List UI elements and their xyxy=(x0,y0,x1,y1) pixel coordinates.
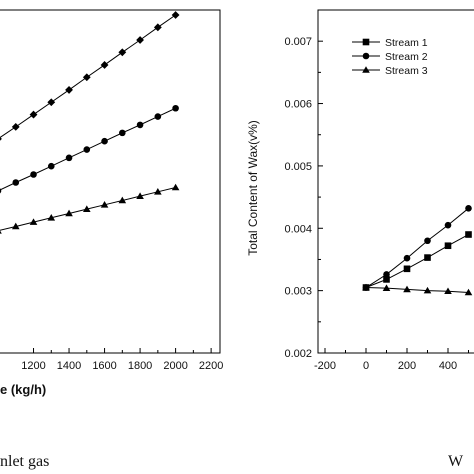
right-series-line xyxy=(365,287,469,294)
left-data-point xyxy=(47,98,56,107)
right-x-tick-label: 0 xyxy=(363,360,369,372)
right-y-tick-label: 0.006 xyxy=(284,99,312,111)
right-data-point xyxy=(424,254,431,261)
left-data-point xyxy=(136,121,144,129)
right-data-point xyxy=(362,283,370,291)
right-y-tick-label: 0.002 xyxy=(284,348,312,360)
left-data-point xyxy=(153,23,162,32)
left-data-point xyxy=(12,179,20,186)
left-data-point xyxy=(30,171,37,178)
left-x-tick-label: 1200 xyxy=(21,360,45,372)
right-data-point xyxy=(403,254,411,262)
right-x-ticks: -200 0 200 400 xyxy=(314,348,469,372)
left-x-tick-label: 2200 xyxy=(199,360,223,372)
right-x-tick-label: 200 xyxy=(398,360,416,372)
legend-entry: Stream 1 xyxy=(352,37,428,49)
left-data-point xyxy=(100,61,109,69)
right-data-point xyxy=(444,242,452,250)
right-data-point xyxy=(465,231,472,238)
left-data-point xyxy=(82,73,91,82)
right-data-point xyxy=(383,271,390,278)
left-data-point xyxy=(136,192,144,199)
left-series-1 xyxy=(0,11,180,141)
left-data-point xyxy=(83,146,91,153)
left-data-point xyxy=(29,110,38,119)
right-legend: Stream 1 Stream 2 Stream 3 xyxy=(352,37,428,77)
right-x-tick-label: 400 xyxy=(439,360,457,372)
legend-label: Stream 1 xyxy=(385,37,428,49)
left-data-point xyxy=(118,196,127,204)
left-chart: 1200 1400 1600 1800 2000 2200 e (kg/h) nlet g… xyxy=(0,9,223,470)
left-data-point xyxy=(11,222,20,230)
right-series-line xyxy=(365,234,469,288)
right-y-tick-label: 0.007 xyxy=(284,36,312,48)
legend-entry: Stream 2 xyxy=(352,51,428,63)
left-data-point xyxy=(83,205,91,212)
right-caption: W xyxy=(448,453,464,470)
right-x-tick-label: -200 xyxy=(314,360,336,372)
legend-marker xyxy=(362,66,370,73)
left-series-3 xyxy=(0,183,180,234)
right-series-1 xyxy=(362,231,472,291)
left-x-tick-label: 1800 xyxy=(128,360,152,372)
right-data-point xyxy=(403,265,411,273)
right-data-point xyxy=(464,288,473,296)
right-data-point xyxy=(382,284,391,291)
left-data-point xyxy=(65,86,73,94)
left-data-point xyxy=(118,48,127,57)
left-data-point xyxy=(100,201,109,208)
right-series-line xyxy=(365,207,469,288)
right-data-point xyxy=(465,205,472,212)
right-plot-frame xyxy=(317,9,474,354)
right-data-point xyxy=(403,285,411,293)
right-series-3 xyxy=(362,283,473,296)
right-series-2 xyxy=(362,205,472,291)
left-plot-frame xyxy=(0,9,221,354)
left-data-point xyxy=(171,11,180,19)
left-data-point xyxy=(101,137,108,145)
right-y-tick-label: 0.005 xyxy=(284,161,312,173)
left-data-point xyxy=(0,230,2,234)
left-data-point xyxy=(47,213,56,221)
legend-label: Stream 3 xyxy=(385,65,428,77)
left-data-point xyxy=(65,154,73,162)
right-y-ticks: 0.002 0.003 0.004 0.005 0.006 0.007 xyxy=(284,36,323,360)
right-y-tick-label: 0.004 xyxy=(284,223,312,235)
left-data-point xyxy=(29,218,38,225)
left-x-axis-label: e (kg/h) xyxy=(0,382,46,397)
left-x-tick-label: 1400 xyxy=(57,360,81,372)
left-x-tick-label: 1600 xyxy=(92,360,116,372)
right-chart: 0.002 0.003 0.004 0.005 0.006 0.007 -200 0 200 4… xyxy=(246,9,474,470)
left-data-point xyxy=(154,113,162,120)
left-data-point xyxy=(47,162,55,170)
left-series-group xyxy=(0,11,180,234)
left-data-point xyxy=(119,129,126,137)
legend-marker xyxy=(362,38,370,46)
left-series-2 xyxy=(0,104,179,194)
left-data-point xyxy=(11,122,20,131)
right-series-group xyxy=(362,205,473,296)
right-data-point xyxy=(424,237,431,245)
right-data-point xyxy=(383,276,390,283)
left-data-point xyxy=(154,188,162,195)
left-data-point xyxy=(0,188,2,194)
right-y-axis-label: Total Content of Wax(v%) xyxy=(246,120,260,256)
left-caption: nlet gas xyxy=(0,453,49,470)
left-data-point xyxy=(136,36,144,44)
right-data-point xyxy=(444,287,452,295)
right-y-tick-label: 0.003 xyxy=(284,286,312,298)
left-x-ticks: 1200 1400 1600 1800 2000 2200 xyxy=(21,348,223,372)
right-data-point xyxy=(444,221,452,229)
left-data-point xyxy=(172,104,179,112)
left-data-point xyxy=(0,136,2,141)
legend-marker xyxy=(362,52,370,60)
legend-entry: Stream 3 xyxy=(352,65,428,77)
left-data-point xyxy=(65,209,73,217)
right-data-point xyxy=(423,286,432,294)
left-x-tick-label: 2000 xyxy=(163,360,187,372)
left-data-point xyxy=(171,183,180,191)
legend-label: Stream 2 xyxy=(385,51,428,63)
